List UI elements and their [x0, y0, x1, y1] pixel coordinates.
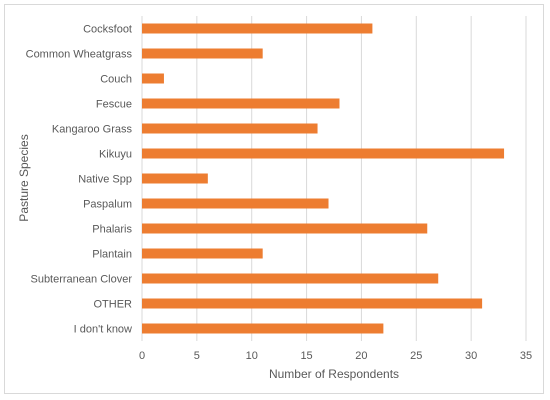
- category-label: Kikuyu: [99, 149, 132, 161]
- category-label: Kangaroo Grass: [52, 124, 133, 136]
- x-axis-title: Number of Respondents: [269, 367, 399, 381]
- x-tick-labels: 0 5 10 15 20 25 30 35: [139, 350, 532, 362]
- x-tick-label: 20: [355, 350, 367, 362]
- category-label: Native Spp: [78, 174, 132, 186]
- gridlines: [141, 16, 527, 341]
- category-label: I don't know: [74, 324, 132, 336]
- category-label: Common Wheatgrass: [26, 49, 133, 61]
- x-tick-label: 15: [300, 350, 312, 362]
- bar: [142, 73, 164, 84]
- x-tick-label: 25: [410, 350, 422, 362]
- bar: [142, 48, 263, 59]
- bar: [142, 223, 428, 234]
- bar: [142, 248, 263, 259]
- x-tick-label: 0: [139, 350, 145, 362]
- x-tick-label: 35: [520, 350, 532, 362]
- bar: [142, 123, 318, 134]
- category-label: Couch: [100, 74, 132, 86]
- category-label: Phalaris: [92, 224, 132, 236]
- y-axis-title: Pasture Species: [17, 134, 31, 221]
- category-label: OTHER: [94, 299, 133, 311]
- bar: [142, 198, 329, 209]
- bar: [142, 298, 483, 309]
- bar: [142, 273, 439, 284]
- category-label: Plantain: [92, 249, 132, 261]
- category-label: Paspalum: [83, 199, 132, 211]
- bars: [142, 23, 505, 334]
- bar: [142, 173, 208, 184]
- bar: [142, 148, 505, 159]
- x-tick-label: 30: [465, 350, 477, 362]
- bar: [142, 98, 340, 109]
- x-tick-label: 5: [194, 350, 200, 362]
- x-tick-label: 10: [246, 350, 258, 362]
- category-labels: Cocksfoot Common Wheatgrass Couch Fescue Kan…: [26, 24, 133, 336]
- category-label: Subterranean Clover: [30, 274, 132, 286]
- bar: [142, 23, 373, 34]
- bar: [142, 323, 384, 334]
- category-label: Cocksfoot: [83, 24, 132, 36]
- category-label: Fescue: [96, 99, 132, 111]
